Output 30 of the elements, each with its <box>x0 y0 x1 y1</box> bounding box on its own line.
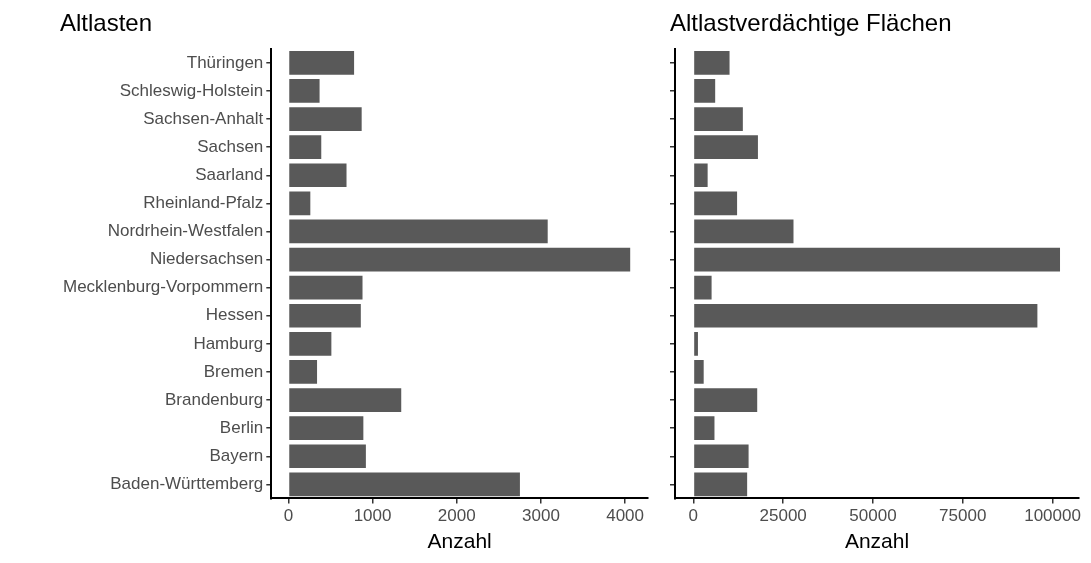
y-tick-label: Saarland <box>195 164 264 184</box>
y-tick-label: Hessen <box>205 305 264 325</box>
chart-title: Altlasten <box>60 9 153 37</box>
x-tick-label: 1000 <box>353 506 392 526</box>
x-tick-label: 25000 <box>759 506 807 526</box>
y-tick-label: Schleswig-Holstein <box>119 80 264 100</box>
x-tick-label: 0 <box>688 506 699 526</box>
y-tick-label: Bayern <box>209 445 264 465</box>
y-tick-label: Nordrhein-Westfalen <box>107 221 264 241</box>
x-tick-label: 2000 <box>437 506 476 526</box>
y-tick-label: Baden-Württemberg <box>110 474 264 494</box>
y-tick-label: Mecklenburg-Vorpommern <box>62 277 264 297</box>
x-tick-label: 4000 <box>606 506 645 526</box>
x-tick-label: 50000 <box>849 506 897 526</box>
y-tick-label: Niedersachsen <box>149 249 264 269</box>
y-tick-label: Sachsen <box>197 136 264 156</box>
y-tick-label: Bremen <box>203 361 264 381</box>
y-tick-label: Berlin <box>219 417 264 437</box>
y-tick-label: Brandenburg <box>164 389 264 409</box>
y-tick-label: Sachsen-Anhalt <box>143 108 264 128</box>
x-tick-label: 100000 <box>1024 506 1081 526</box>
y-tick-label: Rheinland-Pfalz <box>143 193 264 213</box>
y-tick-label: Hamburg <box>193 333 264 353</box>
x-axis-title: Anzahl <box>427 529 492 553</box>
x-tick-label: 3000 <box>522 506 560 526</box>
y-tick-label: Thüringen <box>186 52 264 72</box>
x-axis-title: Anzahl <box>844 529 910 553</box>
x-tick-label: 0 <box>283 506 294 526</box>
chart-title: Altlastverdächtige Flächen <box>670 9 952 37</box>
x-tick-label: 75000 <box>939 506 987 526</box>
